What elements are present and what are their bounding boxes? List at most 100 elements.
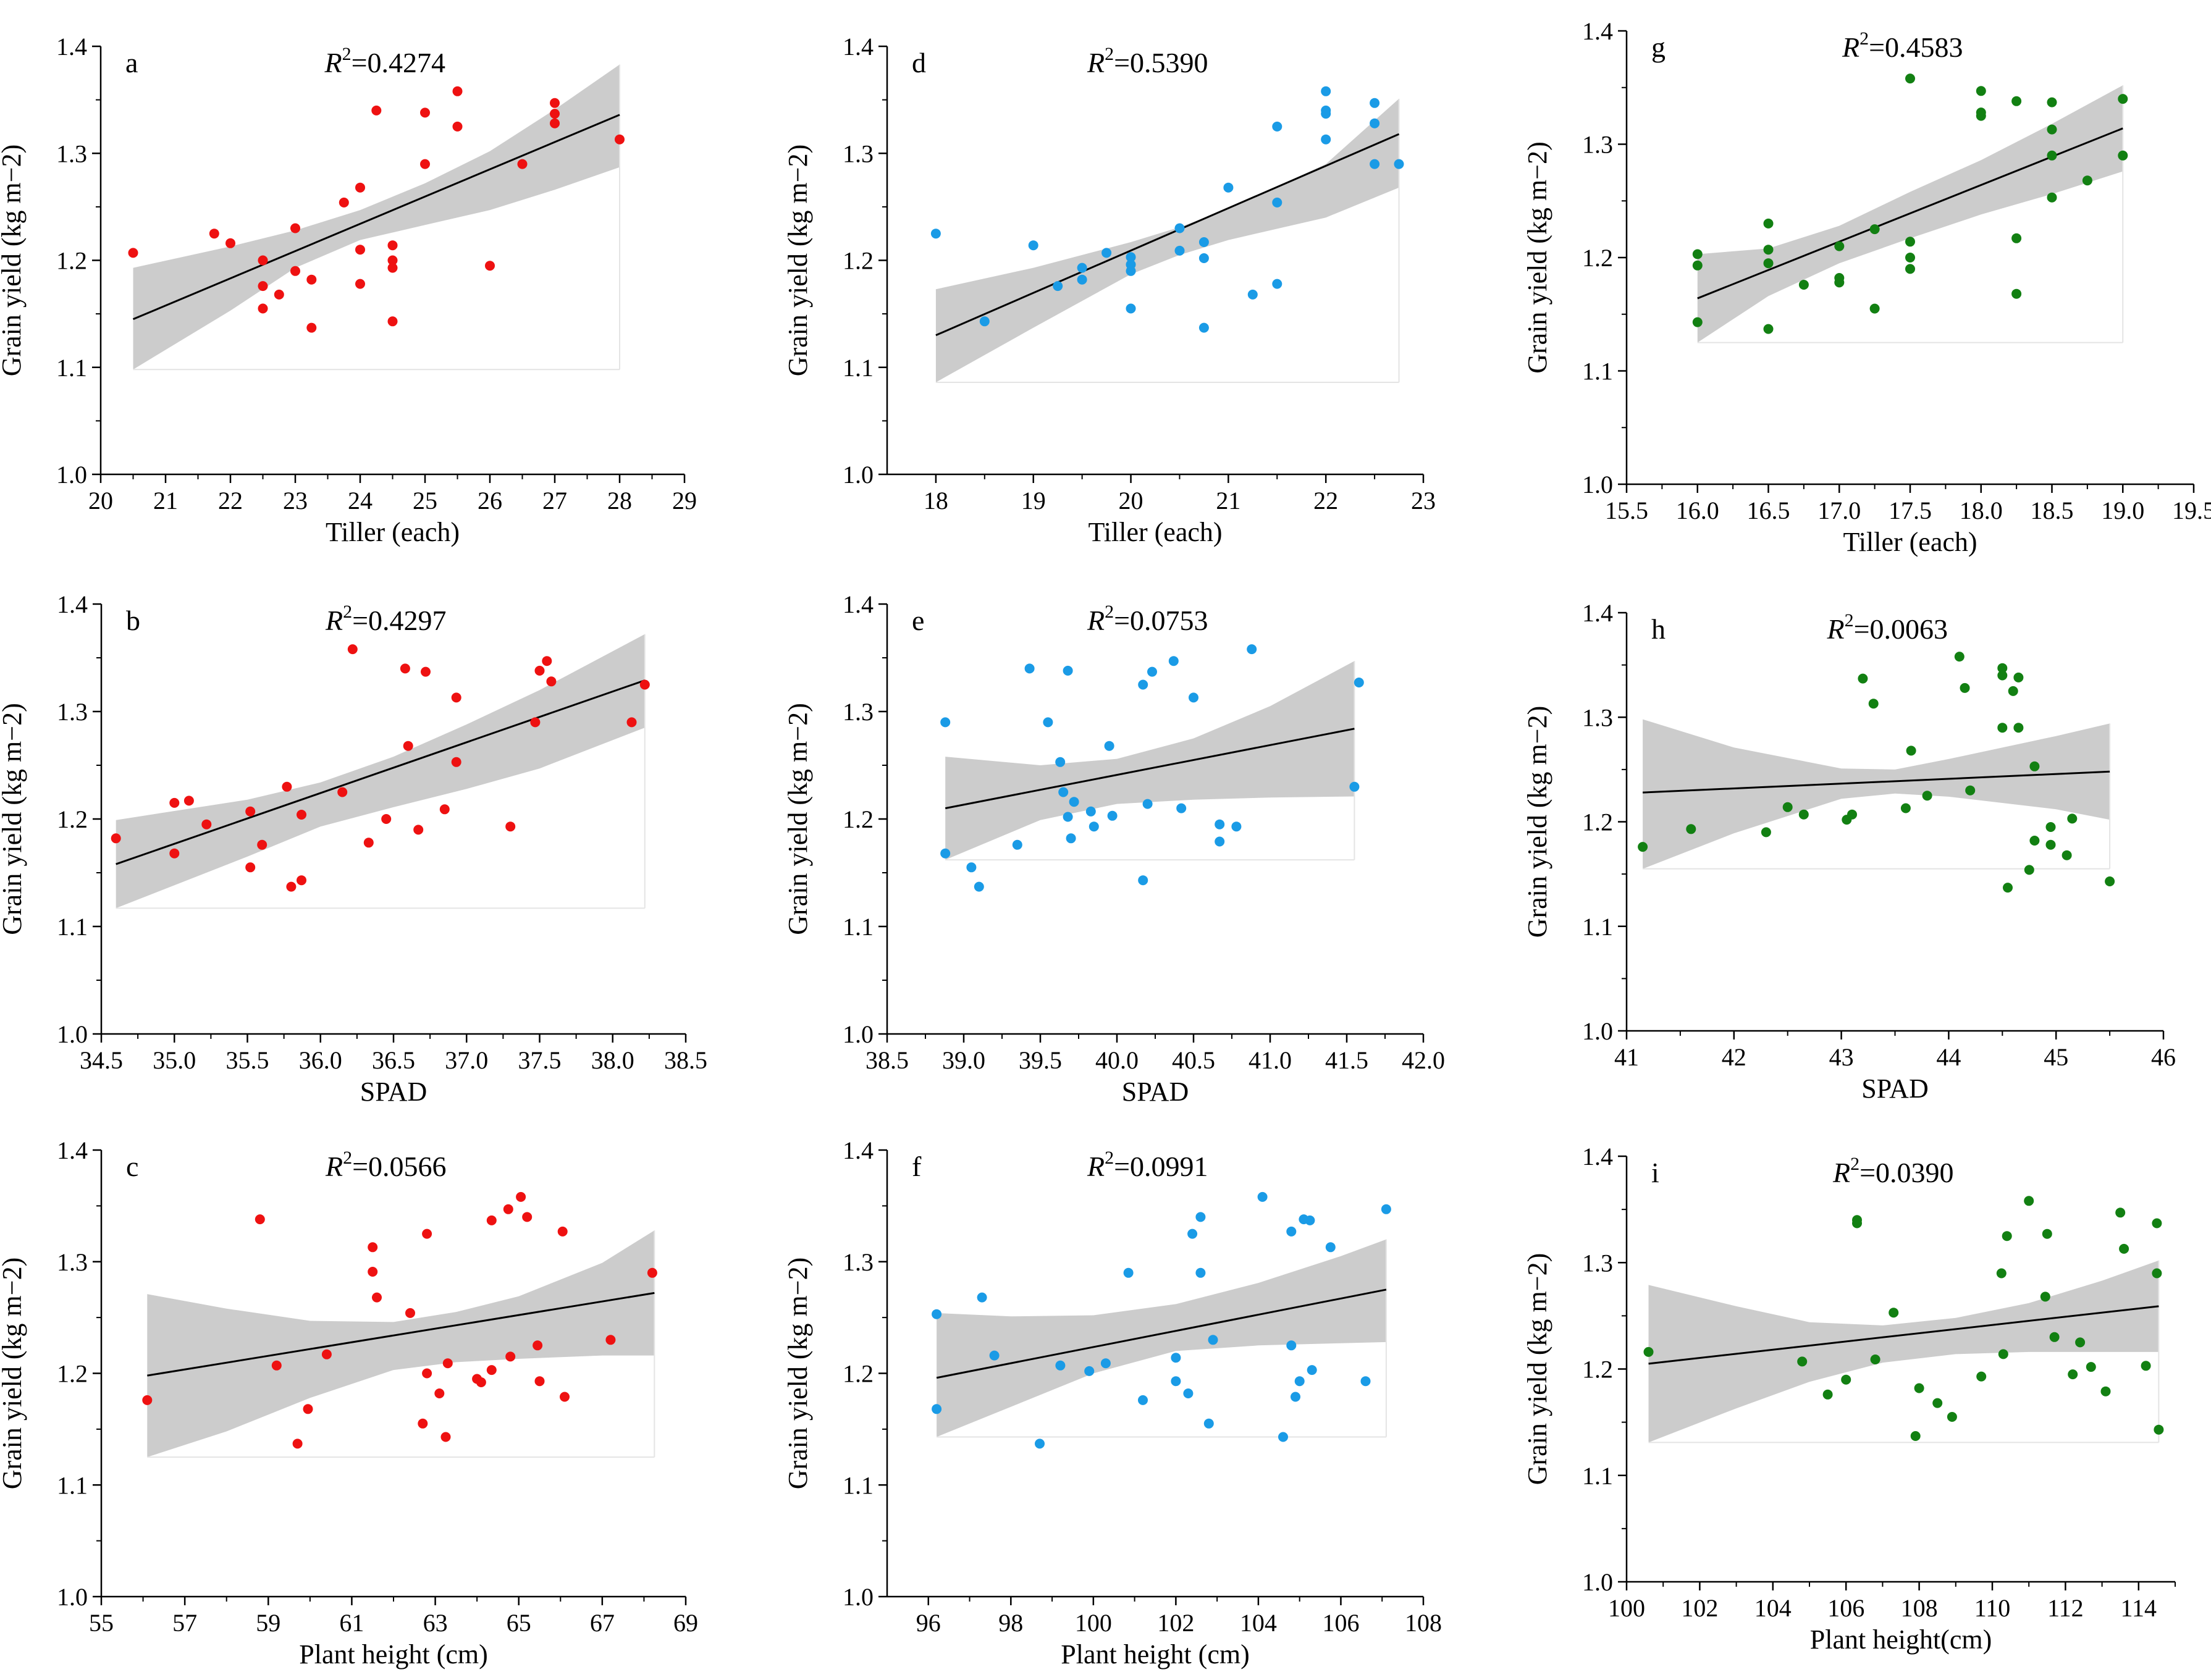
data-point	[371, 105, 382, 116]
data-point	[1643, 1346, 1654, 1357]
data-point	[1198, 237, 1209, 247]
data-point	[1381, 1204, 1391, 1214]
data-point	[522, 1212, 533, 1222]
data-point	[1763, 245, 1774, 255]
x-axis-title: SPAD	[1861, 1073, 1928, 1104]
data-point	[1976, 86, 1986, 96]
fit-line	[1648, 1305, 2159, 1365]
data-point	[1142, 799, 1153, 809]
y-tick-label: 1.3	[1582, 704, 1613, 731]
data-point	[550, 98, 560, 108]
r-squared-label: R2=0.4583	[1842, 28, 1963, 63]
x-tick-label: 36.5	[372, 1046, 415, 1074]
x-tick-label: 108	[1405, 1609, 1442, 1637]
panel-a: 1.0 1.1 1.2 1.3 1.4 20 21 22 23 24 25 26 27 28 29 Tille…	[0, 33, 697, 547]
data-point	[1138, 679, 1148, 690]
data-point	[1394, 159, 1404, 169]
data-point	[297, 810, 306, 820]
data-point	[418, 1418, 428, 1429]
data-point	[932, 1404, 942, 1414]
y-tick-label: 1.3	[57, 1248, 88, 1276]
data-point	[2118, 94, 2128, 104]
x-tick-label: 98	[998, 1609, 1023, 1637]
y-axis-title: Grain yield (kg m−2)	[783, 145, 813, 377]
y-tick-label: 1.4	[1582, 1143, 1613, 1170]
y-axis-title: Grain yield (kg m−2)	[783, 703, 813, 935]
data-point	[111, 833, 121, 844]
data-point	[1692, 260, 1703, 271]
data-point	[1997, 670, 2008, 681]
x-tick-label: 28	[607, 487, 632, 514]
data-point	[255, 1214, 265, 1225]
panel-letter: h	[1651, 613, 1666, 645]
data-point	[2045, 839, 2056, 850]
y-tick-label: 1.1	[57, 1471, 88, 1499]
data-point	[940, 717, 951, 728]
data-point	[1053, 281, 1063, 292]
data-point	[486, 1365, 497, 1376]
data-point	[560, 1392, 570, 1402]
x-tick-label: 41	[1614, 1043, 1639, 1071]
x-tick-label: 19	[1021, 487, 1046, 514]
data-point	[292, 1438, 303, 1449]
data-point	[1798, 280, 1809, 290]
data-point	[2047, 150, 2057, 161]
confidence-band	[935, 98, 1399, 382]
data-point	[225, 238, 235, 248]
data-point	[271, 1360, 282, 1371]
data-point	[355, 279, 365, 289]
r-squared-symbol: R	[1087, 47, 1105, 78]
data-point	[2011, 96, 2022, 106]
data-point	[2086, 1362, 2096, 1372]
data-point	[1954, 652, 1965, 662]
x-tick-label: 29	[672, 487, 697, 514]
data-point	[1965, 785, 1976, 796]
data-point	[452, 86, 463, 96]
panel-letter: f	[912, 1151, 922, 1182]
y-tick-label: 1.2	[56, 247, 87, 275]
data-point	[1055, 757, 1066, 767]
data-point	[1976, 111, 1986, 121]
data-point	[930, 229, 941, 239]
x-axis-title: Tiller (each)	[1843, 527, 1977, 557]
x-tick-label: 65	[507, 1609, 531, 1637]
data-point	[1085, 806, 1096, 817]
y-axis-title: Grain yield (kg m−2)	[783, 1258, 813, 1490]
data-point	[1305, 1215, 1315, 1225]
y-axis-title: Grain yield (kg m−2)	[1522, 1253, 1552, 1485]
x-tick-label: 27	[542, 487, 567, 514]
y-tick-label: 1.2	[1582, 808, 1613, 836]
panel-letter: b	[126, 605, 140, 636]
x-axis-title: Tiller (each)	[326, 517, 460, 547]
data-point	[1066, 833, 1076, 844]
y-tick-label: 1.1	[1582, 913, 1613, 941]
data-point	[1906, 746, 1916, 756]
data-point	[1905, 253, 1915, 262]
data-point	[1147, 666, 1157, 677]
fit-line	[132, 114, 620, 321]
data-point	[1084, 1366, 1095, 1376]
y-tick-label: 1.4	[1582, 599, 1613, 627]
x-tick-label: 55	[89, 1609, 114, 1637]
x-tick-label: 37.5	[518, 1046, 562, 1074]
confidence-band	[147, 1230, 655, 1458]
y-tick-label: 1.0	[843, 1583, 874, 1611]
data-point	[1763, 324, 1774, 334]
y-tick-label: 1.4	[1582, 17, 1613, 45]
data-point	[321, 1349, 332, 1359]
data-point	[1043, 717, 1053, 728]
data-point	[169, 848, 180, 859]
data-point	[1947, 1412, 1957, 1422]
y-axis-title: Grain yield (kg m−2)	[0, 1258, 27, 1490]
panel-letter: c	[126, 1151, 138, 1182]
data-point	[1055, 1360, 1066, 1371]
data-point	[2011, 233, 2022, 243]
data-point	[2013, 723, 2024, 733]
x-axis-title: Tiller (each)	[1088, 517, 1222, 547]
data-point	[550, 118, 560, 128]
data-point	[1101, 248, 1112, 258]
data-point	[2011, 288, 2022, 299]
r-squared-symbol: R	[325, 605, 343, 636]
confidence-band	[945, 661, 1355, 860]
y-tick-label: 1.2	[1582, 244, 1613, 272]
